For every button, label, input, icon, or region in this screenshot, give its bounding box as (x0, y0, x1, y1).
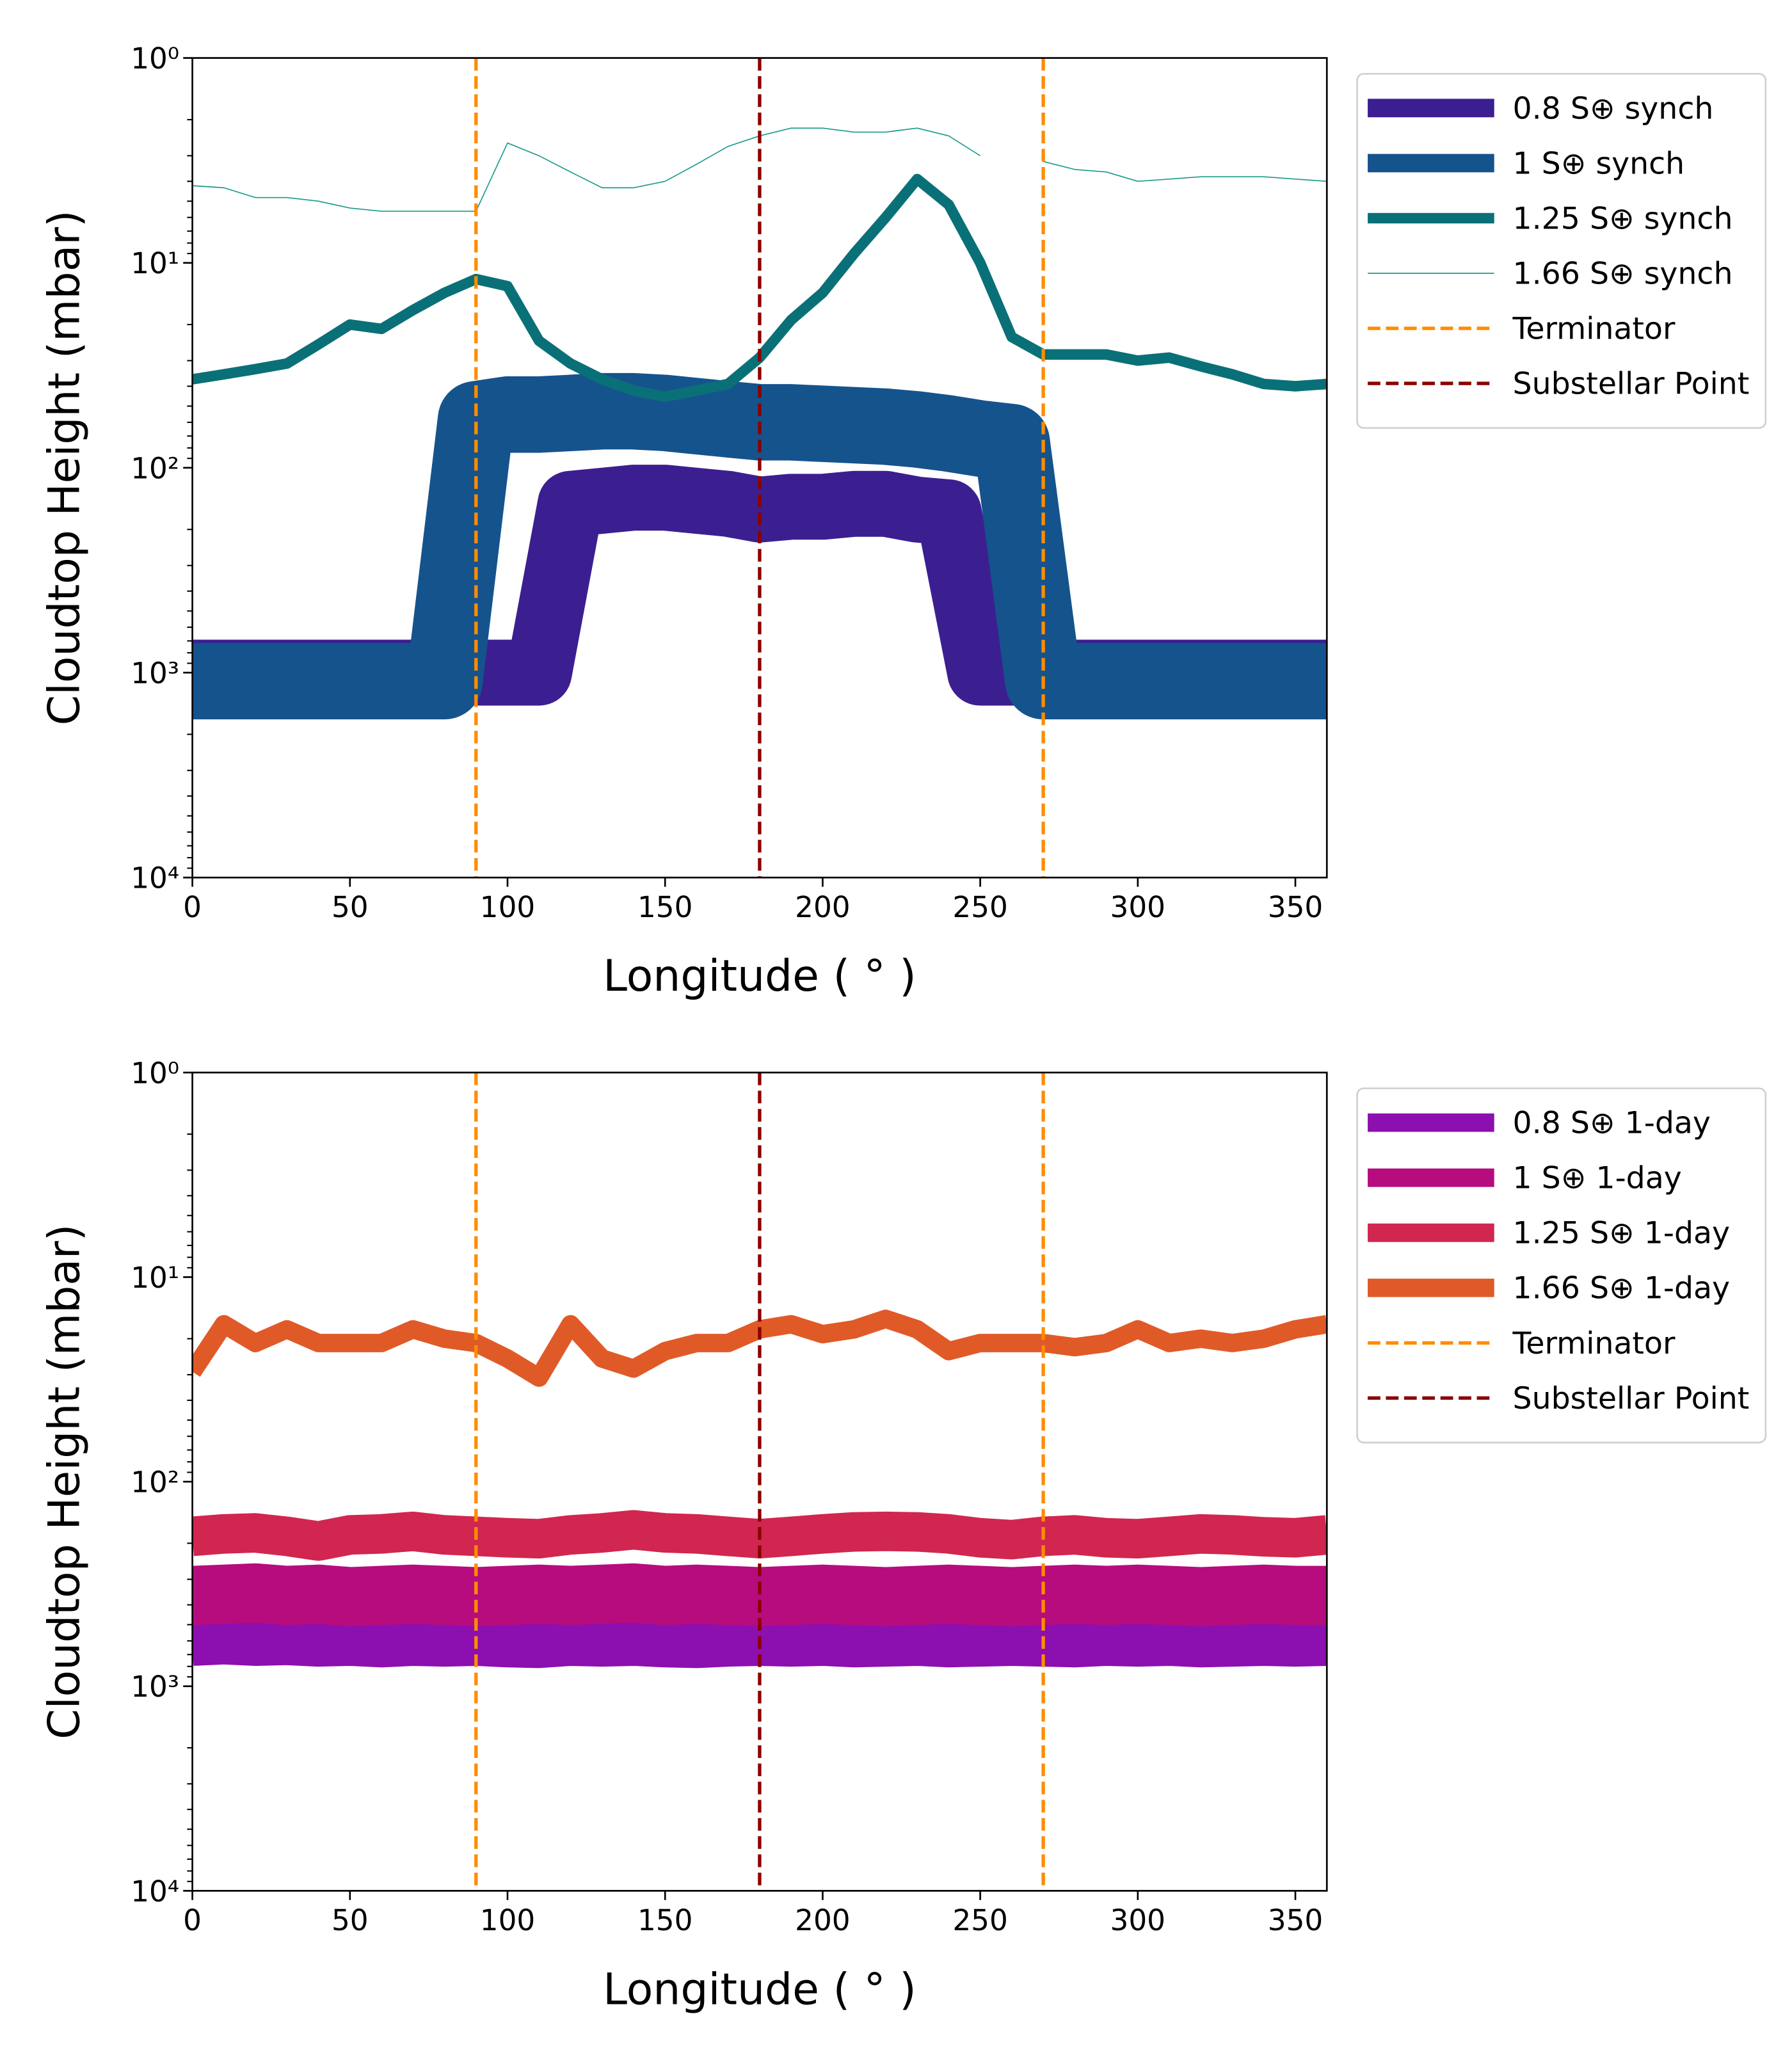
x-tick-label: 250 (952, 1903, 1007, 1937)
legend-label: 1.25 S⊕ 1-day (1513, 1216, 1731, 1251)
x-tick-label: 100 (480, 1903, 535, 1937)
y-axis-label: Cloudtop Height (mbar) (40, 210, 90, 725)
legend-label: 1.66 S⊕ synch (1513, 256, 1733, 291)
y-axis-label: Cloudtop Height (mbar) (40, 1224, 90, 1740)
legend: 0.8 S⊕ synch 1 S⊕ synch 1.25 S⊕ synch 1.66 … (1356, 72, 1767, 429)
x-tick-label: 200 (795, 1903, 850, 1937)
legend-label: 1.25 S⊕ synch (1513, 201, 1733, 236)
x-tick-label: 100 (480, 890, 535, 924)
x-tick-label: 300 (1110, 1903, 1165, 1937)
legend-label: Terminator (1512, 1326, 1676, 1361)
legend-label: 1.66 S⊕ 1-day (1513, 1271, 1731, 1306)
series-line (192, 1563, 1327, 1627)
legend-label: Substellar Point (1513, 1381, 1750, 1416)
x-axis-label: Longitude ( ° ) (603, 1964, 916, 2015)
y-tick-label: 10¹ (131, 1261, 179, 1295)
legend-label: 0.8 S⊕ 1-day (1513, 1106, 1711, 1141)
x-tick-label: 350 (1268, 890, 1323, 924)
x-tick-label: 0 (183, 1903, 202, 1937)
y-tick-label: 10² (131, 451, 179, 485)
x-tick-label: 350 (1268, 1903, 1323, 1937)
plot-area (192, 58, 1327, 878)
legend: 0.8 S⊕ 1-day 1 S⊕ 1-day 1.25 S⊕ 1-day 1.66 … (1356, 1087, 1767, 1444)
x-tick-label: 0 (183, 890, 202, 924)
x-tick-label: 150 (637, 1903, 692, 1937)
y-tick-label: 10⁴ (131, 1875, 179, 1908)
y-tick-label: 10⁰ (131, 1056, 179, 1090)
x-tick-label: 150 (637, 890, 692, 924)
x-tick-label: 50 (332, 890, 369, 924)
x-tick-label: 250 (952, 890, 1007, 924)
y-tick-label: 10³ (131, 1670, 179, 1704)
y-tick-label: 10² (131, 1466, 179, 1500)
plot: 0 50 100 150 200 250 300 350 10⁰ 10¹ 10² 10³ 10⁴ Long… (40, 1056, 1767, 2015)
legend-label: 1 S⊕ synch (1513, 146, 1685, 181)
plot-area (192, 1072, 1327, 1891)
legend-label: Substellar Point (1513, 367, 1750, 402)
x-tick-label: 200 (795, 890, 850, 924)
plot: 0 50 100 150 200 250 300 350 10⁰ 10¹ 10² 10³ 10⁴ Long… (40, 42, 1767, 1002)
series-line (192, 127, 1327, 212)
legend-label: 1 S⊕ 1-day (1513, 1161, 1682, 1196)
x-tick-label: 300 (1110, 890, 1165, 924)
x-tick-label: 50 (332, 1903, 369, 1937)
y-tick-label: 10⁴ (131, 861, 179, 895)
legend-label: 0.8 S⊕ synch (1513, 91, 1714, 126)
y-tick-label: 10⁰ (131, 42, 179, 76)
legend-label: Terminator (1512, 312, 1676, 347)
x-axis-label: Longitude ( ° ) (603, 951, 916, 1002)
y-tick-label: 10³ (131, 656, 179, 690)
y-tick-label: 10¹ (131, 246, 179, 280)
